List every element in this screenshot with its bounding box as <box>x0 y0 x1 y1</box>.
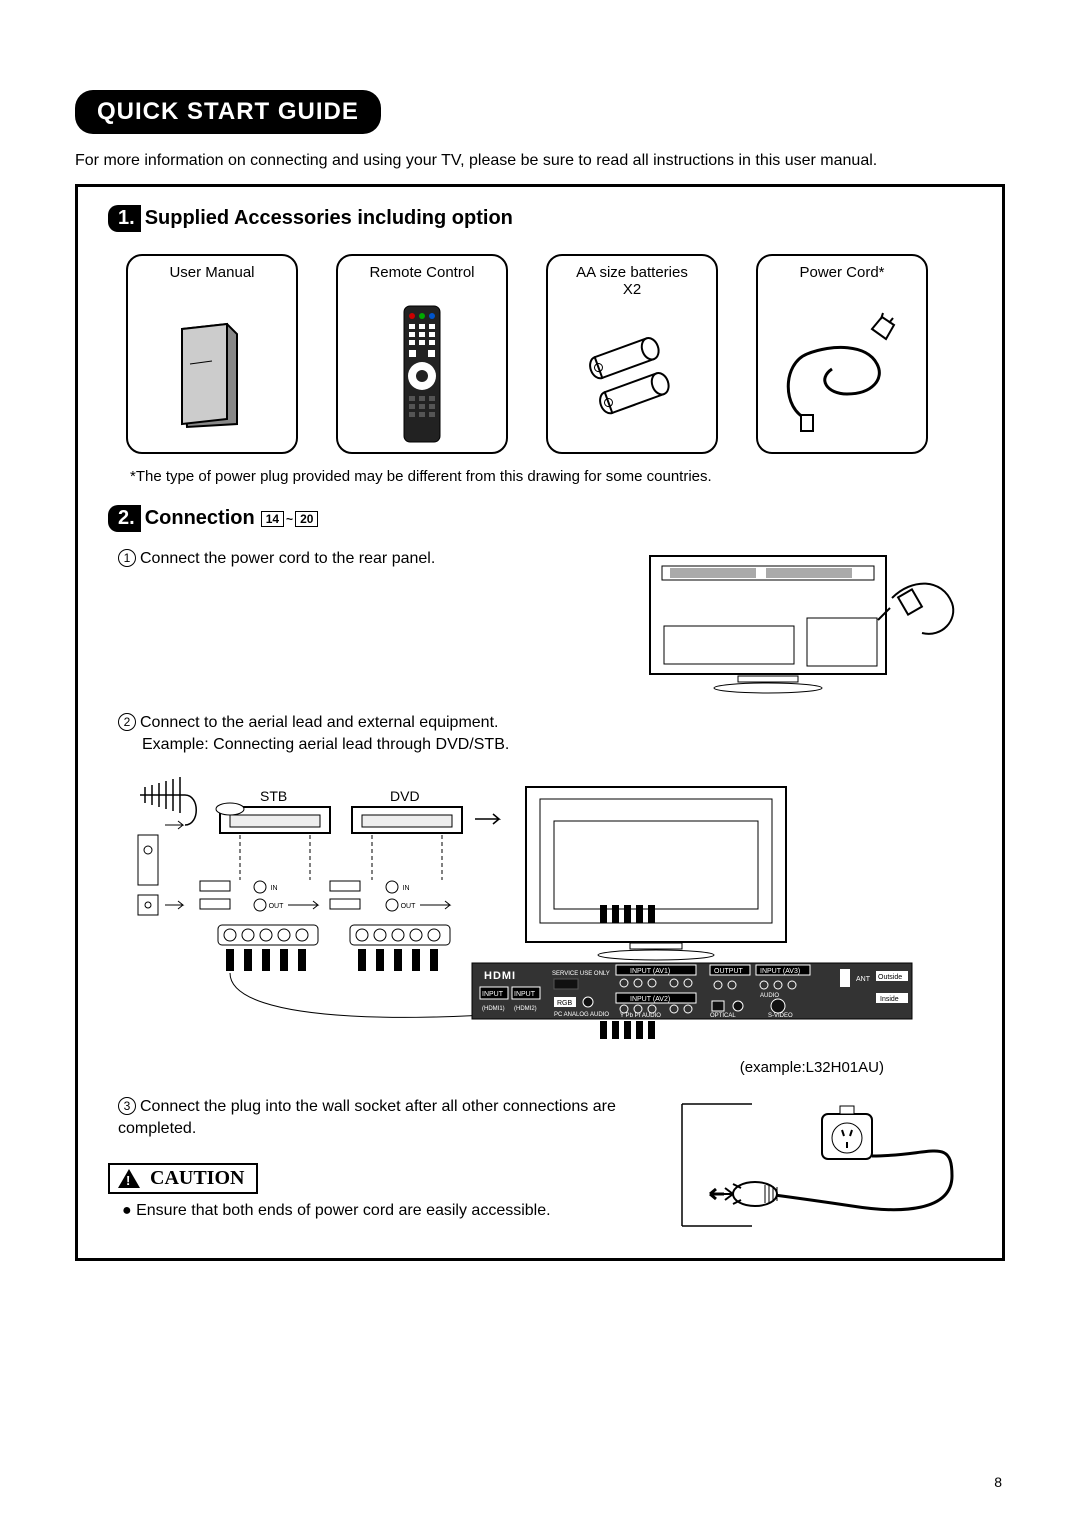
svg-text:INPUT (AV1): INPUT (AV1) <box>630 968 670 975</box>
section-2-number: 2. <box>108 505 141 532</box>
tv-rear-diagram <box>642 548 972 698</box>
connection-diagram: STB DVD IN OUT IN OUT <box>108 765 972 1055</box>
svg-text:OUTPUT: OUTPUT <box>714 968 744 975</box>
svg-text:S-VIDEO: S-VIDEO <box>768 1013 793 1019</box>
svg-text:RGB: RGB <box>557 1000 573 1007</box>
svg-text:(HDMI2): (HDMI2) <box>514 1006 537 1012</box>
section-1-number: 1. <box>108 205 141 232</box>
accessory-label: AA size batteries X2 <box>576 264 688 304</box>
main-content-box: 1. Supplied Accessories including option… <box>75 184 1005 1261</box>
accessory-label: Remote Control <box>369 264 474 304</box>
section-1-title: Supplied Accessories including option <box>145 207 513 230</box>
accessory-label: Power Cord* <box>799 264 884 304</box>
svg-text:OPTICAL: OPTICAL <box>710 1013 736 1019</box>
svg-text:ANT: ANT <box>856 976 871 983</box>
step-3-text: 3Connect the plug into the wall socket a… <box>108 1096 652 1141</box>
stb-label: STB <box>260 788 287 804</box>
svg-text:INPUT (AV3): INPUT (AV3) <box>760 968 800 975</box>
svg-text:Inside: Inside <box>880 996 899 1003</box>
svg-text:OUT: OUT <box>401 903 417 910</box>
batteries-icon <box>577 304 687 444</box>
intro-text: For more information on connecting and u… <box>75 152 1005 170</box>
accessory-power-cord: Power Cord* <box>756 254 928 454</box>
wall-socket-diagram <box>672 1096 972 1236</box>
svg-text:SERVICE USE ONLY: SERVICE USE ONLY <box>552 971 610 977</box>
remote-icon <box>392 304 452 444</box>
svg-text:Y Pb Pr AUDIO: Y Pb Pr AUDIO <box>620 1013 661 1019</box>
svg-text:IN: IN <box>271 885 278 892</box>
svg-text:HDMI: HDMI <box>484 970 516 982</box>
warning-icon <box>118 1169 140 1188</box>
svg-text:Outside: Outside <box>878 974 902 981</box>
svg-text:IN: IN <box>403 885 410 892</box>
section-1-header: 1. Supplied Accessories including option <box>108 205 972 232</box>
power-cord-footnote: *The type of power plug provided may be … <box>130 468 972 485</box>
caution-box: CAUTION <box>108 1163 258 1194</box>
step-1-row: 1Connect the power cord to the rear pane… <box>108 548 972 698</box>
dvd-label: DVD <box>390 788 420 804</box>
step-3-row: 3Connect the plug into the wall socket a… <box>108 1096 972 1236</box>
svg-text:(HDMI1): (HDMI1) <box>482 1006 505 1012</box>
section-2-header: 2. Connection 14~20 <box>108 505 972 532</box>
accessories-row: User Manual Remote Control <box>126 254 972 454</box>
power-cord-icon <box>777 304 907 444</box>
caution-bullet: ● Ensure that both ends of power cord ar… <box>108 1202 652 1220</box>
user-manual-icon <box>172 304 252 444</box>
svg-text:INPUT: INPUT <box>514 991 536 998</box>
svg-text:OUT: OUT <box>269 903 285 910</box>
accessory-user-manual: User Manual <box>126 254 298 454</box>
svg-text:INPUT: INPUT <box>482 991 504 998</box>
svg-text:INPUT (AV2): INPUT (AV2) <box>630 996 670 1003</box>
section-2-title: Connection <box>145 507 255 530</box>
accessory-remote: Remote Control <box>336 254 508 454</box>
svg-text:AUDIO: AUDIO <box>760 993 779 999</box>
example-model-label: (example:L32H01AU) <box>108 1059 972 1076</box>
svg-text:PC ANALOG AUDIO: PC ANALOG AUDIO <box>554 1012 609 1018</box>
page-number: 8 <box>994 1474 1002 1490</box>
page-title-pill: QUICK START GUIDE <box>75 90 381 134</box>
page-reference: 14~20 <box>259 511 321 527</box>
step-1-text: 1Connect the power cord to the rear pane… <box>108 548 622 570</box>
step-2-text: 2Connect to the aerial lead and external… <box>108 712 972 757</box>
accessory-label: User Manual <box>169 264 254 304</box>
accessory-batteries: AA size batteries X2 <box>546 254 718 454</box>
